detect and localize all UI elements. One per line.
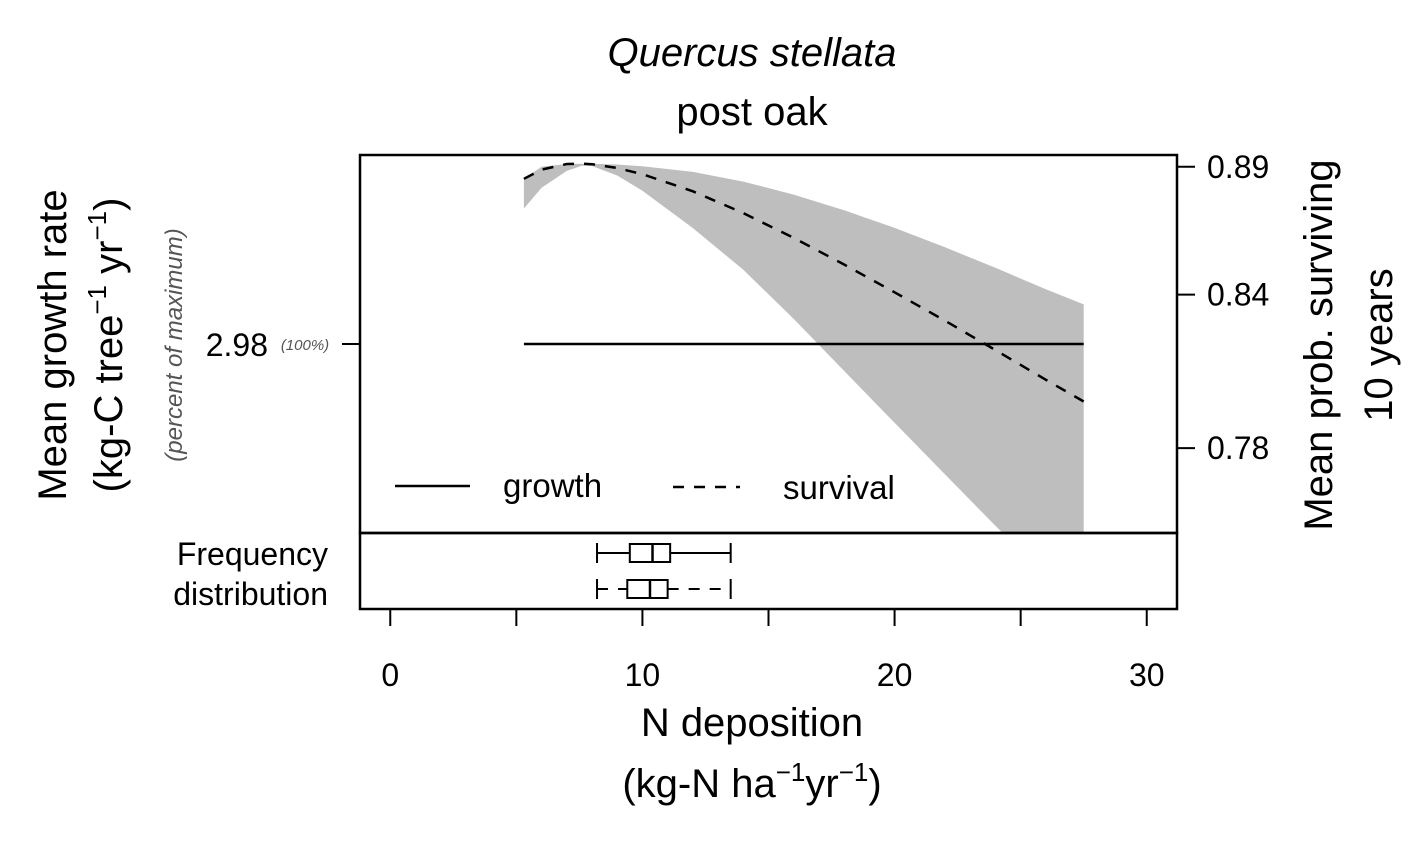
left-axis: 2.98 (100%) <box>206 327 360 363</box>
series-layer <box>523 162 1085 403</box>
x-tick-label: 0 <box>381 657 399 693</box>
frequency-label-line2: distribution <box>173 576 328 612</box>
left-axis-title: Mean growth rate <box>31 189 75 500</box>
right-tick-label: 0.89 <box>1207 149 1269 185</box>
chart-title: Quercus stellata <box>607 31 896 75</box>
chart-subtitle: post oak <box>676 90 828 134</box>
legend-survival-label: survival <box>783 469 895 506</box>
right-tick-label: 0.78 <box>1207 430 1269 466</box>
x-axis: 0 10 20 30 <box>381 608 1165 693</box>
frequency-boxplots <box>596 543 732 599</box>
frequency-panel-frame <box>358 531 1179 611</box>
left-axis-note: (percent of maximum) <box>161 228 188 461</box>
right-axis-title: Mean prob. surviving <box>1297 159 1341 530</box>
survival-line <box>523 162 1085 403</box>
boxplot-growth <box>596 543 732 563</box>
right-axis: 0.78 0.84 0.89 <box>1176 149 1269 466</box>
left-axis-tick-label: 2.98 <box>206 327 268 363</box>
x-tick-label: 10 <box>625 657 661 693</box>
x-axis-title: N deposition <box>641 701 863 745</box>
boxplot-box <box>628 543 672 563</box>
x-tick-label: 30 <box>1129 657 1165 693</box>
right-axis-subtitle: 10 years <box>1357 268 1401 421</box>
frequency-label-line1: Frequency <box>177 536 328 572</box>
legend-growth-label: growth <box>503 467 602 504</box>
survival-confidence-band <box>523 163 1084 533</box>
right-tick-label: 0.84 <box>1207 277 1269 313</box>
left-axis-tick-pct: (100%) <box>281 337 329 354</box>
boxplot-box <box>626 579 669 599</box>
x-tick-label: 20 <box>877 657 913 693</box>
survival-band <box>523 163 1084 533</box>
boxplot-survival <box>596 579 732 599</box>
left-axis-units: (kg-C tree−1 yr−1) <box>82 198 131 493</box>
x-axis-units: (kg-N ha−1yr−1) <box>622 757 881 806</box>
legend: growth survival <box>395 467 895 506</box>
